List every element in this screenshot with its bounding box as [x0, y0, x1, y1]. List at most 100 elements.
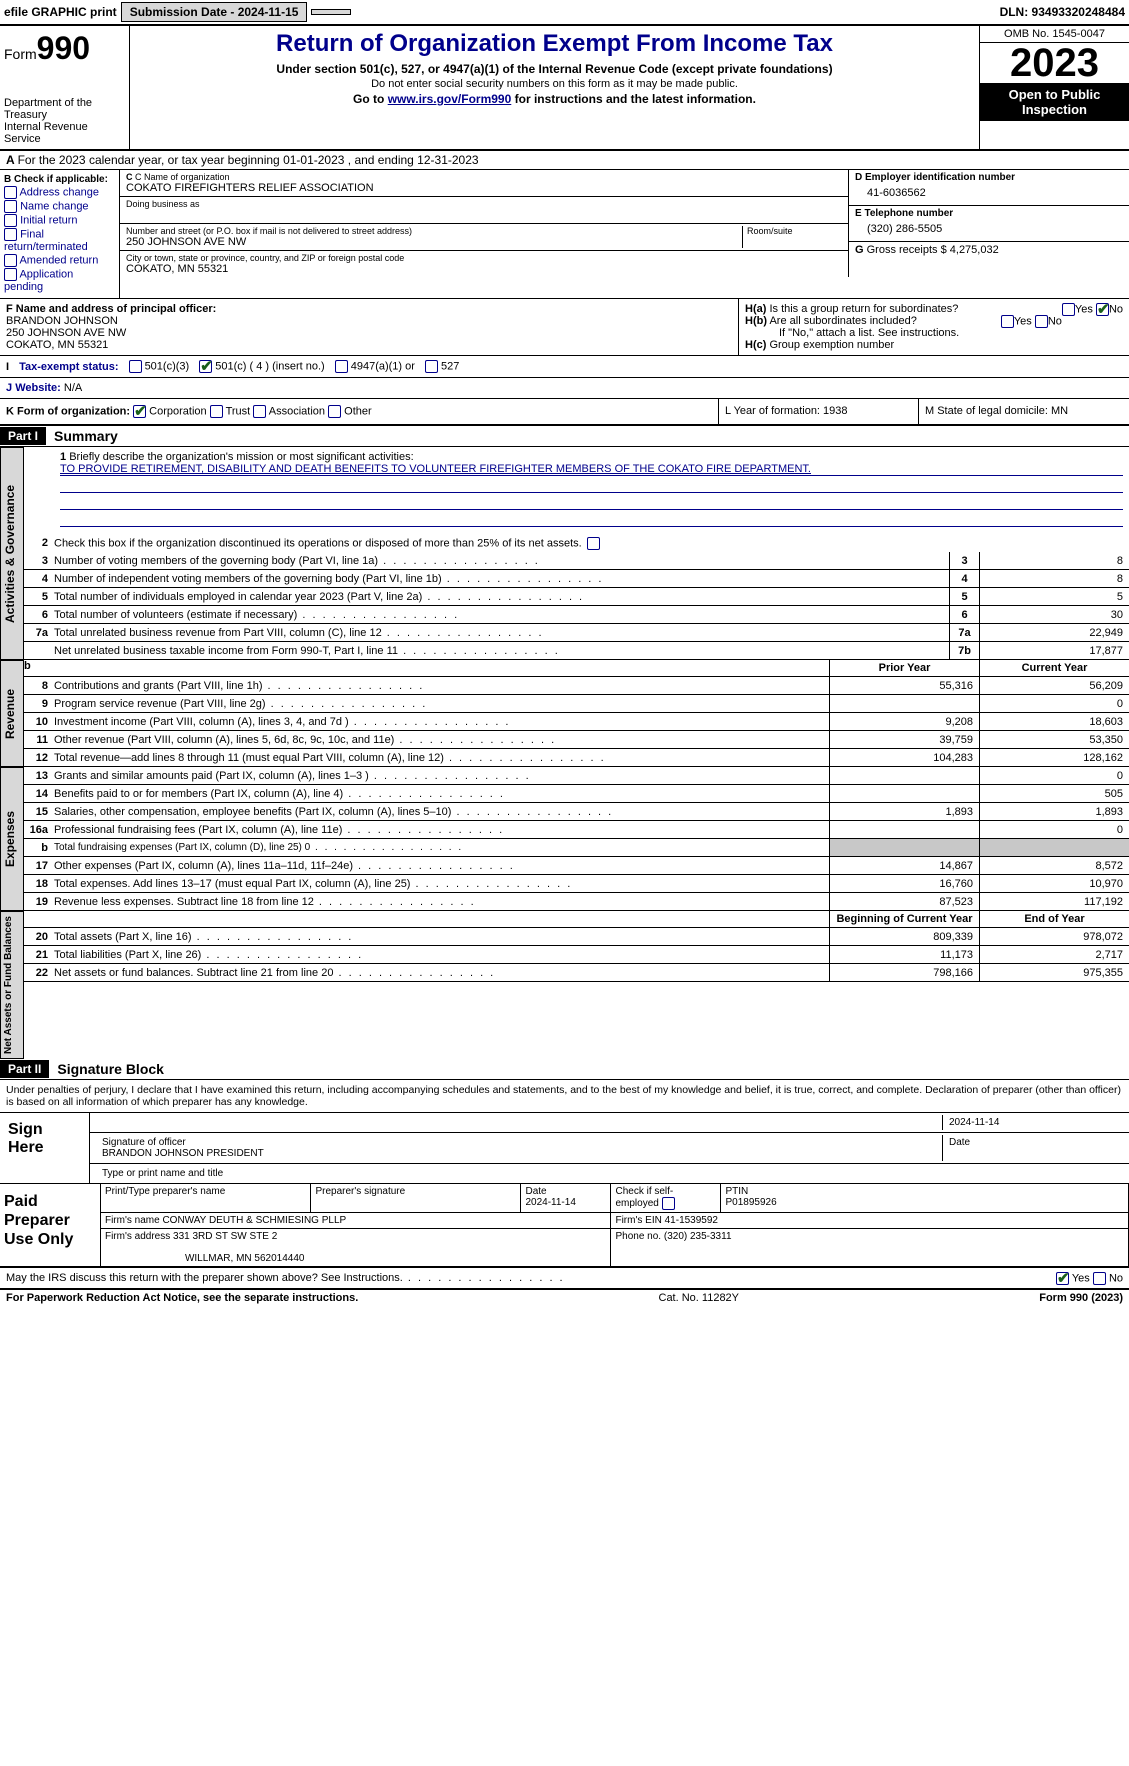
- summary-line: bTotal fundraising expenses (Part IX, co…: [24, 839, 1129, 857]
- signature-declaration: Under penalties of perjury, I declare th…: [0, 1080, 1129, 1113]
- form-title: Return of Organization Exempt From Incom…: [134, 30, 975, 58]
- phone-value: (320) 286-5505: [855, 219, 1123, 239]
- opt-address-change: Address change: [4, 186, 115, 199]
- prep-date: 2024-11-14: [525, 1197, 575, 1208]
- gov-line: 5Total number of individuals employed in…: [24, 588, 1129, 606]
- blank-button[interactable]: [311, 9, 351, 15]
- opt-final-return: Final return/terminated: [4, 228, 115, 253]
- row-klm: K Form of organization: Corporation Trus…: [0, 399, 1129, 426]
- firm-addr-2: WILLMAR, MN 562014440: [105, 1253, 305, 1264]
- org-address: 250 JOHNSON AVE NW: [126, 236, 742, 248]
- summary-line: 9Program service revenue (Part VIII, lin…: [24, 695, 1129, 713]
- summary-line: 12Total revenue—add lines 8 through 11 (…: [24, 749, 1129, 767]
- firm-phone: (320) 235-3311: [664, 1231, 732, 1242]
- gov-line: 3Number of voting members of the governi…: [24, 552, 1129, 570]
- opt-amended: Amended return: [4, 254, 115, 267]
- summary-line: 17Other expenses (Part IX, column (A), l…: [24, 857, 1129, 875]
- form-subtitle-2: Do not enter social security numbers on …: [134, 78, 975, 90]
- form-subtitle-1: Under section 501(c), 527, or 4947(a)(1)…: [134, 62, 975, 76]
- paid-preparer-label: Paid Preparer Use Only: [0, 1184, 101, 1266]
- summary-line: 15Salaries, other compensation, employee…: [24, 803, 1129, 821]
- page-footer: For Paperwork Reduction Act Notice, see …: [0, 1290, 1129, 1306]
- may-discuss-row: May the IRS discuss this return with the…: [0, 1268, 1129, 1290]
- h-c-label: Group exemption number: [769, 339, 894, 351]
- gov-line: 6Total number of volunteers (estimate if…: [24, 606, 1129, 624]
- summary-line: 16aProfessional fundraising fees (Part I…: [24, 821, 1129, 839]
- row-fh: F Name and address of principal officer:…: [0, 299, 1129, 356]
- vtab-expenses: Expenses: [0, 767, 24, 911]
- box-b-label: B Check if applicable:: [4, 174, 115, 185]
- officer-name: BRANDON JOHNSON: [6, 315, 732, 327]
- org-city: COKATO, MN 55321: [126, 263, 842, 275]
- prep-ptin: P01895926: [725, 1197, 776, 1208]
- summary-line: 19Revenue less expenses. Subtract line 1…: [24, 893, 1129, 911]
- prep-name-label: Print/Type preparer's name: [101, 1184, 311, 1213]
- city-label: City or town, state or province, country…: [126, 253, 842, 263]
- vtab-revenue: Revenue: [0, 660, 24, 767]
- gov-line: Net unrelated business taxable income fr…: [24, 642, 1129, 660]
- summary-line: 13Grants and similar amounts paid (Part …: [24, 767, 1129, 785]
- sign-here-label: Sign Here: [0, 1113, 90, 1183]
- irs-link[interactable]: www.irs.gov/Form990: [388, 92, 512, 106]
- row-j-website: J Website: N/A: [0, 378, 1129, 399]
- vtab-net-assets: Net Assets or Fund Balances: [0, 911, 24, 1059]
- submission-date-button[interactable]: Submission Date - 2024-11-15: [121, 2, 308, 22]
- opt-initial-return: Initial return: [4, 214, 115, 227]
- form-header: Form990 Department of the Treasury Inter…: [0, 24, 1129, 151]
- summary-line: 11Other revenue (Part VIII, column (A), …: [24, 731, 1129, 749]
- gov-line: 4Number of independent voting members of…: [24, 570, 1129, 588]
- gross-receipts: Gross receipts $ 4,275,032: [867, 244, 999, 256]
- summary-revenue: Revenue b Prior Year Current Year 8Contr…: [0, 660, 1129, 767]
- summary-expenses: Expenses 13Grants and similar amounts pa…: [0, 767, 1129, 911]
- box-deg: D Employer identification number 41-6036…: [849, 170, 1129, 298]
- ein-value: 41-6036562: [855, 183, 1123, 203]
- gov-line: 7aTotal unrelated business revenue from …: [24, 624, 1129, 642]
- room-label: Room/suite: [747, 226, 842, 236]
- box-c: C C Name of organization COKATO FIREFIGH…: [120, 170, 849, 298]
- dept-line-1: Department of the Treasury: [4, 97, 125, 121]
- col-current-year: Current Year: [979, 660, 1129, 676]
- box-f-label: F Name and address of principal officer:: [6, 303, 216, 315]
- sig-date: 2024-11-14: [943, 1115, 1123, 1130]
- footer-cat: Cat. No. 11282Y: [358, 1292, 1039, 1304]
- sig-officer-label: Signature of officer: [102, 1137, 186, 1148]
- row-a-tax-year: A For the 2023 calendar year, or tax yea…: [0, 151, 1129, 170]
- opt-app-pending: Application pending: [4, 268, 115, 293]
- summary-line: 18Total expenses. Add lines 13–17 (must …: [24, 875, 1129, 893]
- opt-name-change: Name change: [4, 200, 115, 213]
- form-number: Form990: [4, 30, 125, 67]
- phone-label: E Telephone number: [855, 208, 1123, 219]
- summary-net-assets: Net Assets or Fund Balances Beginning of…: [0, 911, 1129, 1059]
- dept-line-2: Internal Revenue Service: [4, 121, 125, 145]
- efile-label: efile GRAPHIC print: [4, 5, 117, 19]
- summary-line: 14Benefits paid to or for members (Part …: [24, 785, 1129, 803]
- sign-here-row: Sign Here 2024-11-14 Signature of office…: [0, 1113, 1129, 1184]
- box-b: B Check if applicable: Address change Na…: [0, 170, 120, 298]
- officer-addr: 250 JOHNSON AVE NW: [6, 327, 732, 339]
- tax-year: 2023: [980, 43, 1129, 83]
- m-state: M State of legal domicile: MN: [919, 399, 1129, 424]
- row-i-status: I Tax-exempt status: 501(c)(3) 501(c) ( …: [0, 356, 1129, 378]
- dln-label: DLN: 93493320248484: [1000, 5, 1125, 19]
- sig-date-label: Date: [943, 1135, 1123, 1161]
- summary-line: 21Total liabilities (Part X, line 26)11,…: [24, 946, 1129, 964]
- col-begin-year: Beginning of Current Year: [829, 911, 979, 927]
- footer-left: For Paperwork Reduction Act Notice, see …: [6, 1292, 358, 1304]
- top-bar: efile GRAPHIC print Submission Date - 20…: [0, 0, 1129, 24]
- form-subtitle-3: Go to www.irs.gov/Form990 for instructio…: [134, 92, 975, 106]
- summary-line: 20Total assets (Part X, line 16)809,3399…: [24, 928, 1129, 946]
- vtab-governance: Activities & Governance: [0, 447, 24, 660]
- officer-name-title: BRANDON JOHNSON PRESIDENT: [102, 1148, 264, 1159]
- open-inspection: Open to Public Inspection: [980, 83, 1129, 121]
- part-1-header: Part I Summary: [0, 426, 1129, 447]
- paid-preparer-row: Paid Preparer Use Only Print/Type prepar…: [0, 1184, 1129, 1268]
- h-b-label: Are all subordinates included?: [769, 315, 916, 327]
- officer-city: COKATO, MN 55321: [6, 339, 732, 351]
- footer-form: Form 990 (2023): [1039, 1292, 1123, 1304]
- dba-label: Doing business as: [126, 199, 842, 209]
- summary-line: 10Investment income (Part VIII, column (…: [24, 713, 1129, 731]
- firm-ein: 41-1539592: [665, 1215, 718, 1226]
- summary-governance: Activities & Governance 1 Briefly descri…: [0, 447, 1129, 660]
- part-2-header: Part II Signature Block: [0, 1059, 1129, 1080]
- prep-sig-label: Preparer's signature: [311, 1184, 521, 1213]
